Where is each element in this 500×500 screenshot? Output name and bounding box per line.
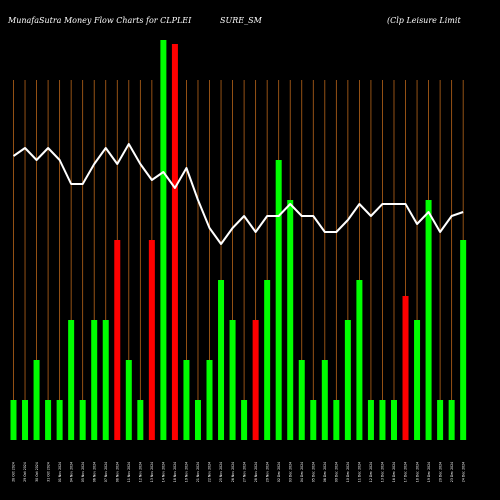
money-flow-bar [402,296,409,440]
money-flow-bar [206,360,213,440]
chart-title-middle: SURE_SM [220,16,263,25]
x-tick-label: 06 Nov 2024 [92,462,96,482]
money-flow-bar [448,400,455,440]
x-tick-label: 04 Dec 2024 [300,462,304,482]
money-flow-bar [367,400,374,440]
money-flow-bar [252,320,259,440]
x-tick-label: 19 Nov 2024 [185,462,189,482]
money-flow-bar [379,400,386,440]
money-flow-bar [460,240,467,440]
x-tick-label: 23 Dec 2024 [450,462,454,482]
money-flow-bar [218,280,225,440]
money-flow-bar [425,200,432,440]
x-tick-label: 29 Nov 2024 [265,462,269,482]
money-flow-bar [33,360,40,440]
money-flow-bar [390,400,397,440]
price-line [12,143,464,245]
x-tick-label: 14 Nov 2024 [162,462,166,482]
money-flow-bar [160,40,167,440]
x-tick-label: 08 Nov 2024 [115,462,119,482]
x-tick-label: 29 Oct 2024 [23,462,27,482]
price-line-path [12,143,464,245]
x-tick-label: 09 Dec 2024 [335,462,339,482]
x-tick-label: 24 Dec 2024 [461,462,465,482]
x-axis-ticks: 28 Oct 2024 29 Oct 2024 30 Oct 2024 31 Oct … [12,462,466,482]
money-flow-bar [287,200,294,440]
x-tick-label: 18 Dec 2024 [415,462,419,482]
money-flow-bar [275,160,282,440]
money-flow-bar [414,320,421,440]
money-flow-bars [10,40,467,440]
money-flow-bar [171,44,178,440]
x-tick-label: 28 Oct 2024 [12,462,16,482]
money-flow-bar [148,240,155,440]
x-tick-label: 22 Nov 2024 [208,462,212,482]
x-tick-label: 18 Nov 2024 [173,462,177,482]
x-tick-label: 01 Nov 2024 [58,462,62,482]
x-tick-label: 11 Nov 2024 [127,462,131,482]
money-flow-bar [22,400,29,440]
money-flow-bar [102,320,109,440]
money-flow-bar [137,400,144,440]
x-tick-label: 30 Oct 2024 [35,462,39,482]
x-tick-label: 03 Dec 2024 [288,462,292,482]
x-tick-label: 27 Nov 2024 [242,462,246,482]
money-flow-bar [241,400,248,440]
money-flow-bar [79,400,86,440]
x-tick-label: 19 Dec 2024 [427,462,431,482]
money-flow-bar [344,320,351,440]
x-tick-label: 20 Dec 2024 [438,462,442,482]
money-flow-bar [229,320,236,440]
x-tick-label: 07 Nov 2024 [104,462,108,482]
money-flow-bar [125,360,132,440]
money-flow-bar [91,320,98,440]
chart-title-right: (Clp Leisure Limit [387,16,461,25]
money-flow-bar [56,400,63,440]
x-tick-label: 28 Nov 2024 [254,462,258,482]
money-flow-bar [437,400,444,440]
x-tick-label: 13 Nov 2024 [150,462,154,482]
money-flow-bar [45,400,52,440]
money-flow-bar [194,400,201,440]
money-flow-bar [68,320,75,440]
x-tick-label: 05 Nov 2024 [81,462,85,482]
x-tick-label: 16 Dec 2024 [392,462,396,482]
x-tick-label: 10 Dec 2024 [346,462,350,482]
x-tick-label: 17 Dec 2024 [404,462,408,482]
x-tick-label: 12 Dec 2024 [369,462,373,482]
x-tick-label: 11 Dec 2024 [358,462,362,482]
money-flow-bar [298,360,305,440]
money-flow-bar [183,360,190,440]
x-tick-label: 02 Dec 2024 [277,462,281,482]
money-flow-bar [10,400,17,440]
x-tick-label: 25 Nov 2024 [219,462,223,482]
x-tick-label: 05 Dec 2024 [311,462,315,482]
x-tick-label: 04 Nov 2024 [69,462,73,482]
x-tick-label: 13 Dec 2024 [381,462,385,482]
money-flow-bar [114,240,121,440]
x-tick-label: 12 Nov 2024 [139,462,143,482]
money-flow-bar [321,360,328,440]
x-tick-label: 06 Dec 2024 [323,462,327,482]
money-flow-bar [356,280,363,440]
x-tick-label: 21 Nov 2024 [196,462,200,482]
x-tick-label: 26 Nov 2024 [231,462,235,482]
x-tick-label: 31 Oct 2024 [46,462,50,482]
money-flow-bar [264,280,271,440]
chart-title-left: MunafaSutra Money Flow Charts for CLPLEI [7,16,192,25]
money-flow-bar [310,400,317,440]
money-flow-bar [333,400,340,440]
